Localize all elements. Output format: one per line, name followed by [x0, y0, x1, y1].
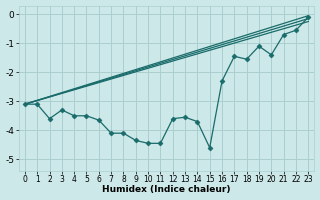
X-axis label: Humidex (Indice chaleur): Humidex (Indice chaleur): [102, 185, 231, 194]
